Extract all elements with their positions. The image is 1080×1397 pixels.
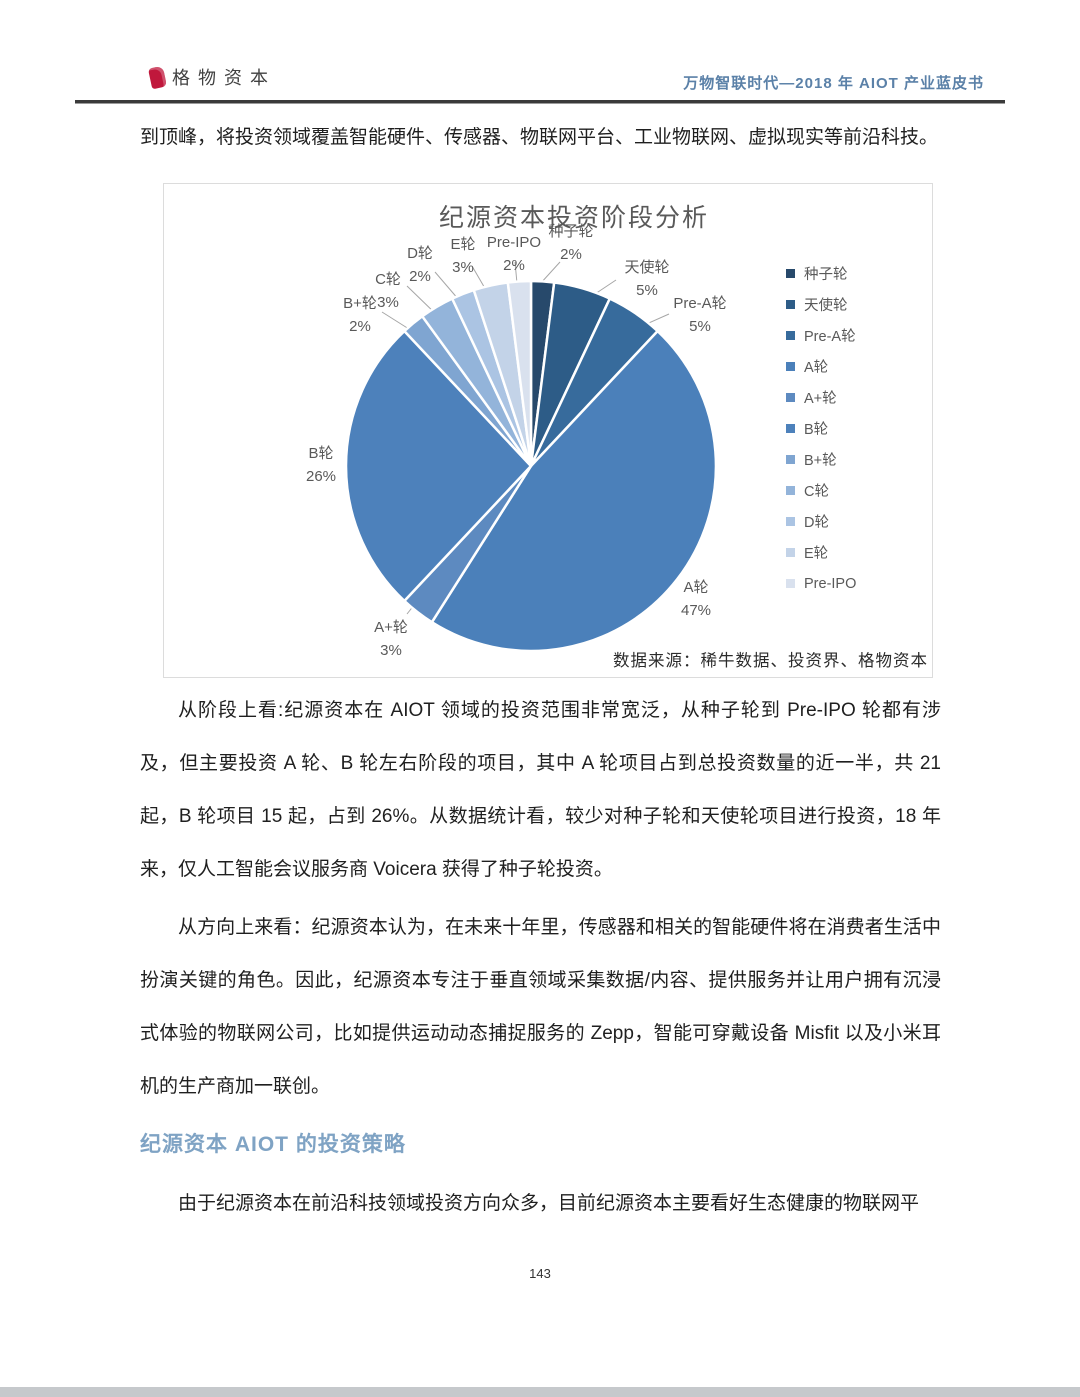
pie-label-C轮: C轮 3% <box>375 271 401 311</box>
page-number: 143 <box>529 1266 551 1281</box>
legend-item-Pre-IPO: Pre-IPO <box>786 568 856 599</box>
legend-label: 天使轮 <box>804 298 848 314</box>
legend-label: A轮 <box>804 360 829 376</box>
header-rule <box>75 100 1005 104</box>
legend-swatch-icon <box>786 455 795 464</box>
legend-swatch-icon <box>786 362 795 371</box>
paragraph-direction-analysis: 从方向上来看：纪源资本认为，在未来十年里，传感器和相关的智能硬件将在消费者生活中… <box>140 917 941 1097</box>
legend-label: Pre-IPO <box>804 575 857 592</box>
legend-item-Pre-A轮: Pre-A轮 <box>786 320 856 351</box>
chart-title: 纪源资本投资阶段分析 <box>438 204 710 232</box>
legend-swatch-icon <box>786 300 795 309</box>
pie-slice-A轮 <box>430 329 718 653</box>
legend-label: 种子轮 <box>804 267 848 283</box>
legend-swatch-icon <box>786 579 795 588</box>
page-bottom-edge <box>0 1387 1080 1397</box>
legend-item-B+轮: B+轮 <box>786 444 856 475</box>
legend-item-种子轮: 种子轮 <box>786 258 856 289</box>
legend-label: B轮 <box>804 422 829 438</box>
document-title: 万物智联时代—2018 年 AIOT 产业蓝皮书 <box>683 75 984 92</box>
logo: 格物资本 <box>147 64 276 90</box>
section-heading: 纪源资本 AIOT 的投资策略 <box>140 1133 406 1156</box>
legend-item-E轮: E轮 <box>786 537 856 568</box>
pie-label-E轮: E轮 3% <box>450 236 476 276</box>
legend-swatch-icon <box>786 424 795 433</box>
legend-item-天使轮: 天使轮 <box>786 289 856 320</box>
pie-label-B+轮: B+轮 2% <box>343 295 377 335</box>
legend-item-D轮: D轮 <box>786 506 856 537</box>
pie-label-Pre-A轮: Pre-A轮 5% <box>673 295 727 335</box>
pie-label-种子轮: 种子轮 2% <box>548 223 594 263</box>
legend-label: D轮 <box>804 515 829 531</box>
legend-swatch-icon <box>786 486 795 495</box>
paragraph-strategy: 由于纪源资本在前沿科技领域投资方向众多，目前纪源资本主要看好生态健康的物联网平 <box>178 1193 920 1214</box>
legend-swatch-icon <box>786 331 795 340</box>
logo-text: 格物资本 <box>172 68 276 88</box>
pie-label-天使轮: 天使轮 5% <box>624 259 670 299</box>
paragraph-stage-analysis: 从阶段上看:纪源资本在 AIOT 领域的投资范围非常宽泛，从种子轮到 Pre-I… <box>140 700 941 880</box>
legend-item-A轮: A轮 <box>786 351 856 382</box>
legend-item-A+轮: A+轮 <box>786 382 856 413</box>
legend-label: E轮 <box>804 546 829 562</box>
legend-item-B轮: B轮 <box>786 413 856 444</box>
pie-label-A+轮: A+轮 3% <box>374 619 408 659</box>
legend-item-C轮: C轮 <box>786 475 856 506</box>
pie-label-A轮: A轮 47% <box>680 579 712 619</box>
legend-label: A+轮 <box>804 391 837 407</box>
pie-label-Pre-IPO: Pre-IPO 2% <box>486 234 542 274</box>
legend-swatch-icon <box>786 393 795 402</box>
legend-swatch-icon <box>786 269 795 278</box>
chart-legend: 种子轮天使轮 Pre-A轮 A轮 A+轮 B轮 B+轮 C轮 D轮 E轮 Pre-IPO <box>786 258 856 599</box>
legend-swatch-icon <box>786 548 795 557</box>
pie-chart-figure: 纪源资本投资阶段分析 种子轮 2% 天使轮 5% Pre-A轮 5% A轮 47% A+轮 3% B… <box>163 183 933 678</box>
intro-paragraph: 到顶峰，将投资领域覆盖智能硬件、传感器、物联网平台、工业物联网、虚拟现实等前沿科… <box>140 127 939 148</box>
legend-label: C轮 <box>804 484 829 500</box>
pie-label-D轮: D轮 2% <box>407 245 433 285</box>
legend-label: B+轮 <box>804 453 837 469</box>
chart-source-note: 数据来源：稀牛数据、投资界、格物资本 <box>613 652 928 670</box>
pie-chart <box>344 261 718 653</box>
gem-logo-icon <box>147 65 168 89</box>
legend-label: Pre-A轮 <box>804 329 856 345</box>
pie-slice-B轮 <box>344 329 533 603</box>
pie-label-B轮: B轮 26% <box>305 445 337 485</box>
legend-swatch-icon <box>786 517 795 526</box>
pie-slice-Pre-IPO <box>506 279 533 467</box>
